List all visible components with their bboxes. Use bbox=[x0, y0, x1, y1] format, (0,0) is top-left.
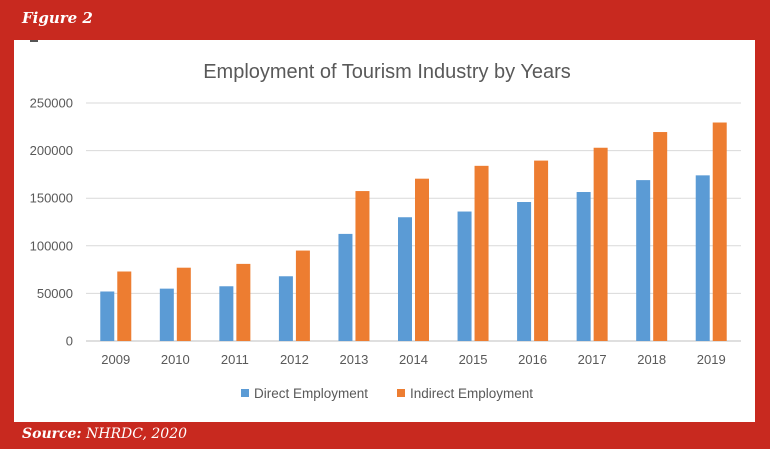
bar-indirect bbox=[593, 147, 608, 341]
y-tick-label: 150000 bbox=[30, 191, 73, 206]
x-tick-label: 2019 bbox=[697, 352, 726, 367]
x-tick-label: 2009 bbox=[101, 352, 130, 367]
bar-indirect bbox=[712, 122, 727, 342]
source-note: Source: NHRDC, 2020 bbox=[22, 426, 187, 442]
bar-direct bbox=[159, 288, 174, 341]
y-tick-label: 200000 bbox=[30, 143, 73, 158]
legend-swatch-direct bbox=[241, 389, 249, 397]
grid-layer bbox=[86, 102, 741, 342]
x-tick-label: 2012 bbox=[280, 352, 309, 367]
legend-swatch-indirect bbox=[397, 389, 405, 397]
legend-label-direct: Direct Employment bbox=[254, 386, 368, 401]
legend: Direct Employment Indirect Employment bbox=[241, 386, 533, 401]
bar-direct bbox=[338, 233, 353, 341]
y-tick-label: 250000 bbox=[30, 96, 73, 111]
source-text: NHRDC, 2020 bbox=[81, 426, 188, 442]
chart-title: Employment of Tourism Industry by Years bbox=[203, 61, 571, 83]
y-tick-label: 50000 bbox=[37, 286, 73, 301]
bar-indirect bbox=[295, 250, 310, 341]
figure-label: Figure 2 bbox=[22, 9, 93, 27]
x-tick-label: 2014 bbox=[399, 352, 428, 367]
y-tick-label: 100000 bbox=[30, 238, 73, 253]
bar-direct bbox=[100, 291, 115, 341]
bar-direct bbox=[278, 276, 293, 341]
source-prefix: Source: bbox=[22, 426, 82, 442]
employment-chart: Employment of Tourism Industry by Years … bbox=[30, 61, 741, 401]
bar-indirect bbox=[117, 271, 132, 341]
bar-indirect bbox=[474, 165, 489, 341]
bar-indirect bbox=[653, 132, 668, 341]
legend-label-indirect: Indirect Employment bbox=[410, 386, 533, 401]
bar-indirect bbox=[534, 160, 549, 341]
x-tick-label: 2018 bbox=[637, 352, 666, 367]
x-tick-label: 2013 bbox=[339, 352, 368, 367]
bar-direct bbox=[457, 211, 472, 341]
bar-direct bbox=[695, 175, 710, 341]
bar-indirect bbox=[176, 267, 191, 341]
x-tick-label: 2016 bbox=[518, 352, 547, 367]
bar-direct bbox=[517, 202, 532, 341]
bar-direct bbox=[219, 286, 234, 341]
bar-direct bbox=[636, 180, 651, 341]
bar-layer bbox=[100, 122, 727, 342]
x-tick-label: 2015 bbox=[459, 352, 488, 367]
y-tick-label: 0 bbox=[66, 334, 73, 349]
x-tick-label: 2010 bbox=[161, 352, 190, 367]
x-tick-label: 2017 bbox=[578, 352, 607, 367]
bar-direct bbox=[576, 192, 591, 341]
bar-indirect bbox=[236, 263, 251, 341]
panel-mark bbox=[30, 40, 38, 42]
axis-layer: 0 50000 100000 150000 200000 250000 2009 2010 20… bbox=[30, 96, 726, 368]
bar-direct bbox=[398, 217, 412, 341]
bar-indirect bbox=[415, 178, 429, 341]
x-tick-label: 2011 bbox=[221, 352, 249, 367]
bar-indirect bbox=[355, 191, 370, 341]
chart-panel: Employment of Tourism Industry by Years … bbox=[14, 40, 755, 422]
